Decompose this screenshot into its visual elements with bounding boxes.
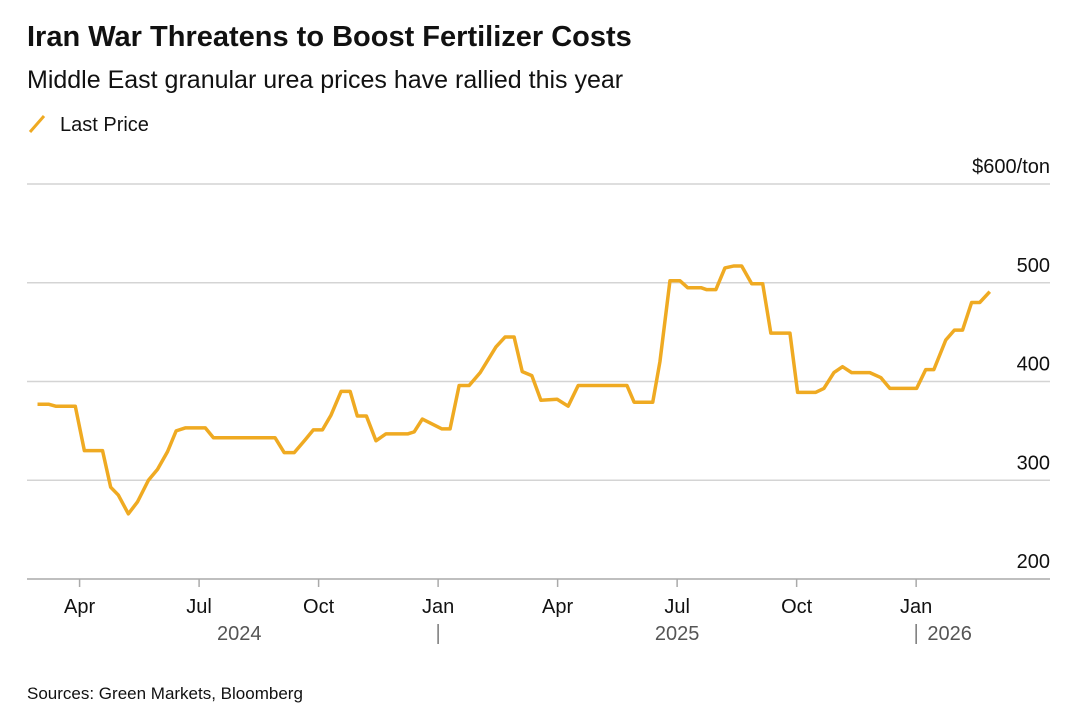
x-tick-label: Apr [542, 596, 573, 618]
x-tick-label: Jul [664, 596, 690, 618]
legend-label: Last Price [60, 114, 149, 136]
source-note: Sources: Green Markets, Bloomberg [27, 684, 303, 703]
year-label: 2026 [927, 623, 972, 645]
price-line [37, 264, 992, 516]
chart-title: Iran War Threatens to Boost Fertilizer C… [27, 21, 632, 53]
x-tick-label: Jan [900, 596, 932, 618]
y-tick-label: $600/ton [972, 156, 1050, 178]
y-tick-label: 300 [1017, 452, 1050, 474]
x-tick-label: Oct [303, 596, 335, 618]
year-label: 2024 [217, 623, 262, 645]
chart-subtitle: Middle East granular urea prices have ra… [27, 66, 623, 94]
legend-swatch [28, 115, 46, 133]
x-tick-label: Jan [422, 596, 454, 618]
y-tick-label: 400 [1017, 354, 1050, 376]
x-tick-label: Jul [186, 596, 212, 618]
x-tick-label: Oct [781, 596, 813, 618]
x-tick-label: Apr [64, 596, 95, 618]
year-label: 2025 [655, 623, 700, 645]
y-tick-label: 500 [1017, 255, 1050, 277]
y-tick-label: 200 [1017, 551, 1050, 573]
